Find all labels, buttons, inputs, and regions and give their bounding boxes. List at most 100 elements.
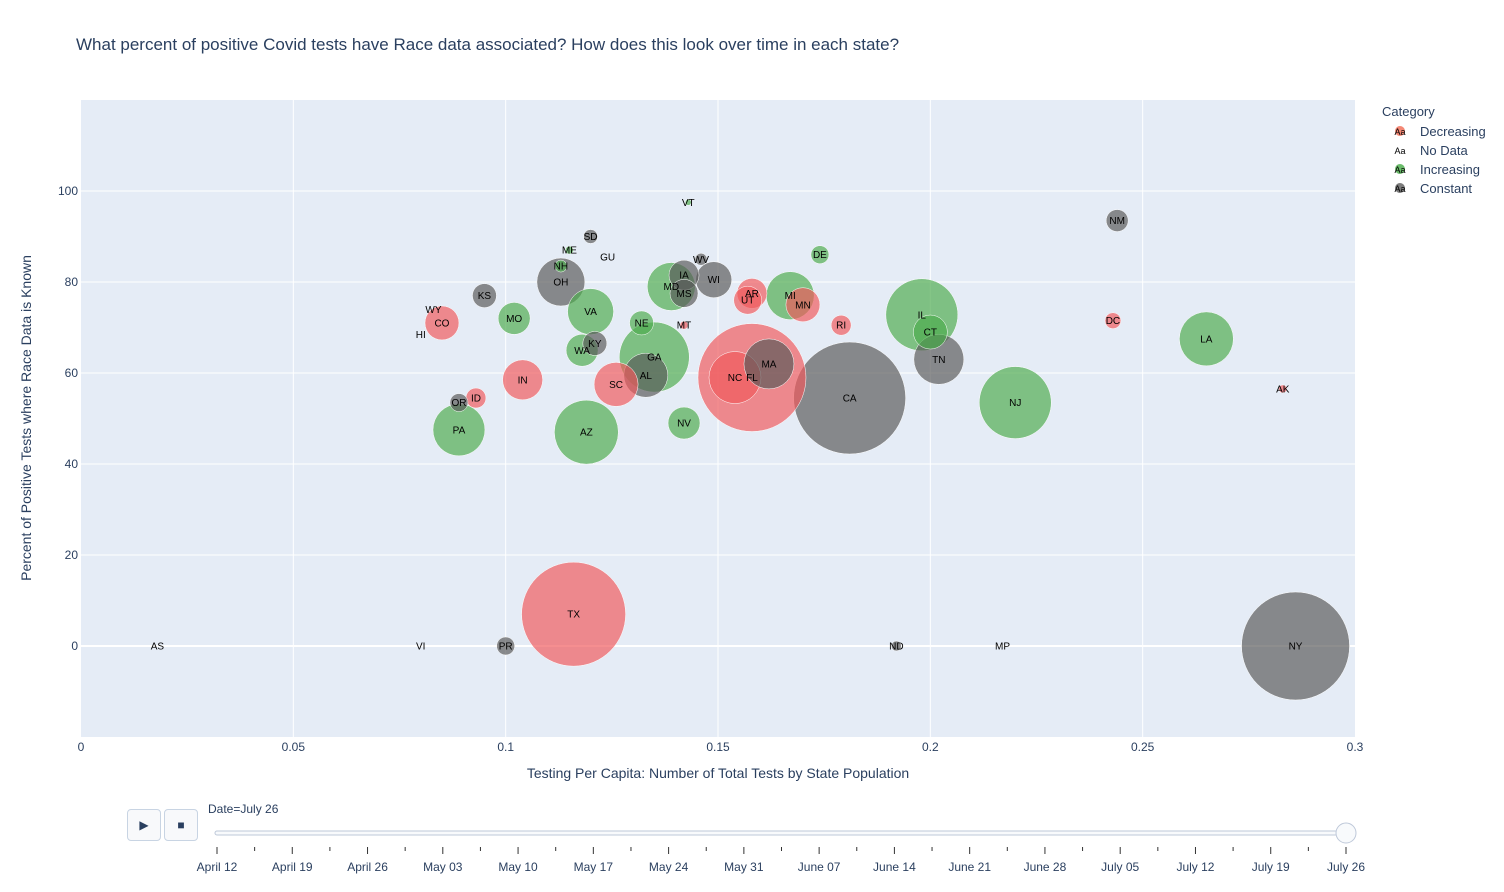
x-tick-label: 0.15 (706, 740, 730, 754)
slider-date-label[interactable]: May 24 (649, 860, 689, 874)
bubble-co[interactable] (424, 305, 460, 341)
bubble-label-va: VA (584, 307, 597, 318)
slider-date-label[interactable]: June 28 (1024, 860, 1067, 874)
bubble-oh[interactable] (536, 257, 586, 307)
bubble-az[interactable] (554, 399, 619, 465)
play-button[interactable]: ▶ (127, 809, 161, 841)
stop-button[interactable]: ■ (164, 809, 198, 841)
bubble-label-wa: WA (574, 346, 590, 357)
bubble-sc[interactable] (593, 362, 639, 407)
bubble-label-nm: NM (1109, 216, 1125, 227)
bubble-mt[interactable] (679, 320, 689, 330)
bubble-nv[interactable] (667, 406, 701, 440)
slider-date-label[interactable]: June 07 (798, 860, 841, 874)
bubble-label-ne: NE (635, 318, 649, 329)
bubble-ny[interactable] (1241, 591, 1350, 701)
bubble-tx[interactable] (521, 561, 626, 667)
bubble-ut[interactable] (733, 285, 762, 315)
bubble-label-vt: VT (682, 198, 695, 209)
bubble-label-wi: WI (708, 275, 720, 286)
y-tick-label: 0 (71, 639, 78, 653)
slider-date-label[interactable]: April 19 (272, 860, 313, 874)
legend-swatch (1395, 183, 1405, 193)
bubble-ak[interactable] (1278, 384, 1288, 394)
bubble-nm[interactable] (1105, 209, 1129, 232)
y-tick-label: 20 (65, 548, 79, 562)
slider-date-label[interactable]: April 12 (197, 860, 238, 874)
bubble-ky[interactable] (582, 331, 608, 356)
bubble-pr[interactable] (496, 636, 515, 656)
bubble-label-layer: TX NY CA FL NC MA IL CT TN NJ LA AZ GA AL SC PA IN NV MO CO… (151, 198, 1303, 653)
slider-date-label[interactable]: April 26 (347, 860, 388, 874)
bubble-nj[interactable] (979, 366, 1052, 439)
y-axis-ticks: 0 20 40 60 80 100 (58, 184, 78, 653)
x-axis-title: Testing Per Capita: Number of Total Test… (527, 765, 909, 781)
bubble-la[interactable] (1179, 311, 1234, 367)
legend-item-no-data[interactable]: Aa No Data (1394, 143, 1468, 158)
slider-date-label[interactable]: May 03 (423, 860, 463, 874)
slider-date-label[interactable]: May 31 (724, 860, 764, 874)
bubble-in[interactable] (502, 359, 543, 401)
legend-item-constant[interactable]: Aa Constant (1394, 181, 1472, 196)
slider-date-label[interactable]: July 12 (1176, 860, 1214, 874)
slider-handle[interactable] (1335, 822, 1357, 844)
bubble-ms[interactable] (669, 279, 699, 308)
x-tick-label: 0.25 (1131, 740, 1155, 754)
bubble-label-tx: TX (567, 610, 580, 621)
x-tick-label: 0.1 (497, 740, 514, 754)
slider-date-label[interactable]: May 17 (574, 860, 614, 874)
legend-item-decreasing[interactable]: Aa Decreasing (1394, 124, 1485, 139)
bubble-ct[interactable] (913, 314, 948, 350)
bubble-label-dc: DC (1106, 316, 1120, 327)
bubble-label-mo: MO (506, 314, 522, 325)
y-tick-label: 80 (65, 275, 79, 289)
bubble-label-oh: OH (553, 278, 568, 289)
y-axis-title: Percent of Positive Tests where Race Dat… (18, 255, 34, 581)
x-tick-label: 0.3 (1347, 740, 1364, 754)
legend-title: Category (1382, 104, 1435, 119)
bubble-label-mp: MP (995, 642, 1010, 653)
slider-date-label[interactable]: May 10 (498, 860, 538, 874)
bubble-label-ny: NY (1289, 642, 1303, 653)
slider-date-label[interactable]: July 19 (1252, 860, 1290, 874)
bubble-label-il: IL (918, 310, 927, 321)
slider-date-label[interactable]: June 21 (948, 860, 991, 874)
legend-swatch-glyph: Aa (1394, 146, 1405, 156)
bubble-label-sd: SD (584, 232, 598, 243)
bubble-wv[interactable] (694, 253, 708, 266)
slider-date-label[interactable]: July 05 (1101, 860, 1139, 874)
slider-date-label[interactable]: June 14 (873, 860, 916, 874)
bubble-sd[interactable] (583, 229, 598, 244)
bubble-ma[interactable] (743, 338, 795, 390)
bubble-label-al: AL (640, 371, 653, 382)
bubble-label-wy: WY (425, 305, 441, 316)
x-axis-ticks: 0 0.05 0.1 0.15 0.2 0.25 0.3 (78, 740, 1364, 754)
legend-item-increasing[interactable]: Aa Increasing (1394, 162, 1479, 177)
bubble-de[interactable] (810, 245, 830, 264)
bubble-ne[interactable] (629, 310, 654, 336)
bubble-label-la: LA (1200, 334, 1213, 345)
bubble-ri[interactable] (830, 314, 852, 336)
y-tick-label: 40 (65, 457, 79, 471)
bubble-label-ks: KS (478, 291, 492, 302)
bubble-nh[interactable] (554, 259, 568, 273)
x-tick-label: 0.05 (282, 740, 306, 754)
slider-date-label[interactable]: July 26 (1327, 860, 1365, 874)
bubble-mn[interactable] (785, 287, 821, 322)
bubble-label-az: AZ (580, 428, 593, 439)
bubble-or[interactable] (449, 393, 469, 412)
bubble-label-pa: PA (453, 425, 466, 436)
legend-label: No Data (1420, 143, 1468, 158)
bubble-ks[interactable] (472, 283, 497, 308)
bubble-mo[interactable] (497, 302, 531, 335)
bubble-label-ak: AK (1276, 384, 1290, 395)
bubble-me[interactable] (565, 245, 574, 255)
legend-label: Increasing (1420, 162, 1480, 177)
bubble-dc[interactable] (1104, 312, 1122, 329)
bubble-label-or: OR (451, 398, 466, 409)
bubble-label-gu: GU (600, 252, 615, 263)
bubble-label-sc: SC (609, 380, 623, 391)
bubble-nd[interactable] (891, 640, 902, 652)
bubble-vt[interactable] (685, 199, 692, 206)
